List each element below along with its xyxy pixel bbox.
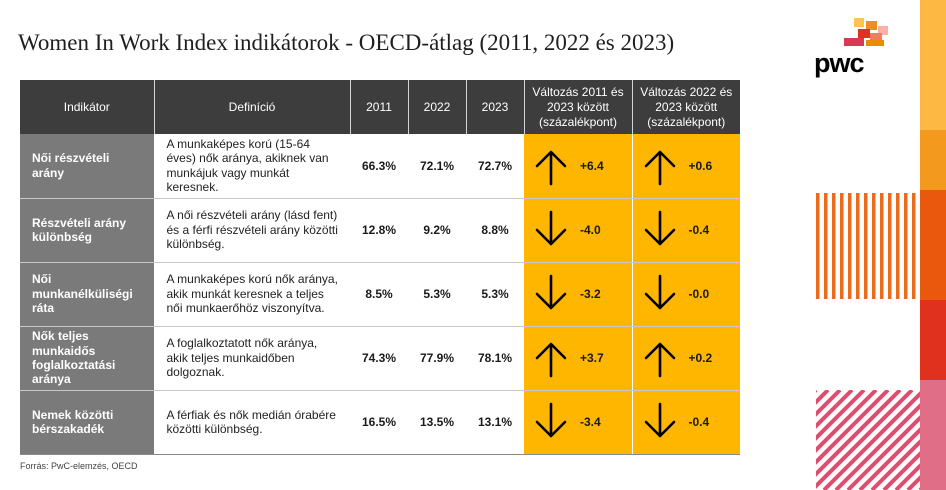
change-value: -3.4	[580, 415, 601, 429]
page-title: Women In Work Index indikátorok - OECD-á…	[18, 30, 675, 55]
change-value: -3.2	[580, 287, 601, 301]
change-2022-2023-cell: +0.2	[632, 326, 740, 391]
indicator-cell: Nemek közötti bérszakadék	[20, 390, 155, 455]
down-arrow-icon	[644, 210, 675, 246]
change-value: +6.4	[580, 158, 604, 173]
value-2022: 72.1%	[408, 134, 466, 199]
change-value: +0.2	[688, 351, 713, 365]
vertical-lines-pattern	[816, 193, 916, 299]
logo-text: pwc	[814, 48, 865, 78]
change-2011-2023-cell: +6.4	[524, 134, 633, 199]
down-arrow-icon	[535, 274, 567, 310]
definition-cell: A munkaképes korú nők aránya, akik munká…	[154, 262, 350, 327]
table-row: Női részvételi arány A munkaképes korú (1…	[20, 134, 740, 199]
indicator-table: Indikátor Definíció 2011 2022 2023 Válto…	[20, 80, 740, 455]
table-row: Részvételi arány különbség A női részvéte…	[20, 198, 740, 263]
value-2011: 16.5%	[350, 390, 408, 455]
change-value: -0.4	[688, 223, 710, 237]
indicator-cell: Női munkanélküliségi ráta	[20, 262, 155, 327]
change-2022-2023-cell: -0.4	[632, 198, 740, 263]
header-indicator: Indikátor	[20, 80, 155, 134]
value-2023: 78.1%	[466, 326, 524, 391]
value-2011: 66.3%	[350, 134, 408, 199]
table-row: Női munkanélküliségi ráta A munkaképes ko…	[20, 262, 740, 327]
diagonal-lines-pattern	[816, 390, 920, 490]
change-2022-2023-cell: -0.0	[632, 262, 740, 327]
down-arrow-icon	[644, 274, 675, 310]
change-value: +3.7	[580, 351, 604, 365]
value-2022: 13.5%	[408, 390, 466, 455]
value-2023: 8.8%	[466, 198, 524, 263]
source-note: Forrás: PwC-elemzés, OECD	[20, 461, 138, 471]
up-arrow-icon	[644, 342, 675, 378]
value-2023: 13.1%	[466, 390, 524, 455]
up-arrow-icon	[535, 150, 567, 186]
value-2022: 5.3%	[408, 262, 466, 327]
definition-cell: A foglalkoztatott nők aránya, akik telje…	[154, 326, 350, 391]
change-2011-2023-cell: -3.2	[524, 262, 633, 327]
change-2011-2023-cell: +3.7	[524, 326, 633, 391]
change-2011-2023-cell: -3.4	[524, 390, 633, 455]
change-2022-2023-cell: +0.6	[632, 134, 740, 199]
header-2023: 2023	[466, 80, 525, 134]
pwc-logo: pwc	[814, 18, 894, 82]
header-definition: Definíció	[154, 80, 351, 134]
header-change-2011-2023: Változás 2011 és 2023 között (százalékpo…	[524, 80, 633, 134]
down-arrow-icon	[644, 402, 675, 438]
change-value: -0.4	[688, 415, 710, 429]
table-row: Nemek közötti bérszakadék A férfiak és nő…	[20, 390, 740, 455]
value-2023: 5.3%	[466, 262, 524, 327]
header-change-2022-2023: Változás 2022 és 2023 között (százalékpo…	[632, 80, 740, 134]
down-arrow-icon	[535, 210, 567, 246]
definition-cell: A női részvételi arány (lásd fent) és a …	[154, 198, 350, 263]
indicator-cell: Nők teljes munkaidős foglalkoztatási ará…	[20, 326, 155, 391]
change-value: +0.6	[688, 158, 713, 173]
definition-cell: A munkaképes korú (15-64 éves) nők arány…	[154, 134, 350, 199]
change-2011-2023-cell: -4.0	[524, 198, 633, 263]
value-2022: 77.9%	[408, 326, 466, 391]
down-arrow-icon	[535, 402, 567, 438]
indicator-cell: Részvételi arány különbség	[20, 198, 155, 263]
value-2023: 72.7%	[466, 134, 524, 199]
up-arrow-icon	[644, 150, 675, 186]
change-2022-2023-cell: -0.4	[632, 390, 740, 455]
value-2011: 8.5%	[350, 262, 408, 327]
value-2011: 12.8%	[350, 198, 408, 263]
change-value: -0.0	[688, 287, 710, 301]
header-2022: 2022	[408, 80, 467, 134]
table-header-row: Indikátor Definíció 2011 2022 2023 Válto…	[20, 80, 740, 134]
indicator-cell: Női részvételi arány	[20, 134, 155, 199]
up-arrow-icon	[535, 342, 567, 378]
definition-cell: A férfiak és nők medián órabére közötti …	[154, 390, 350, 455]
change-value: -4.0	[580, 223, 601, 237]
header-2011: 2011	[350, 80, 409, 134]
value-2011: 74.3%	[350, 326, 408, 391]
table-row: Nők teljes munkaidős foglalkoztatási ará…	[20, 326, 740, 391]
logo-bricks-icon	[844, 18, 888, 46]
value-2022: 9.2%	[408, 198, 466, 263]
